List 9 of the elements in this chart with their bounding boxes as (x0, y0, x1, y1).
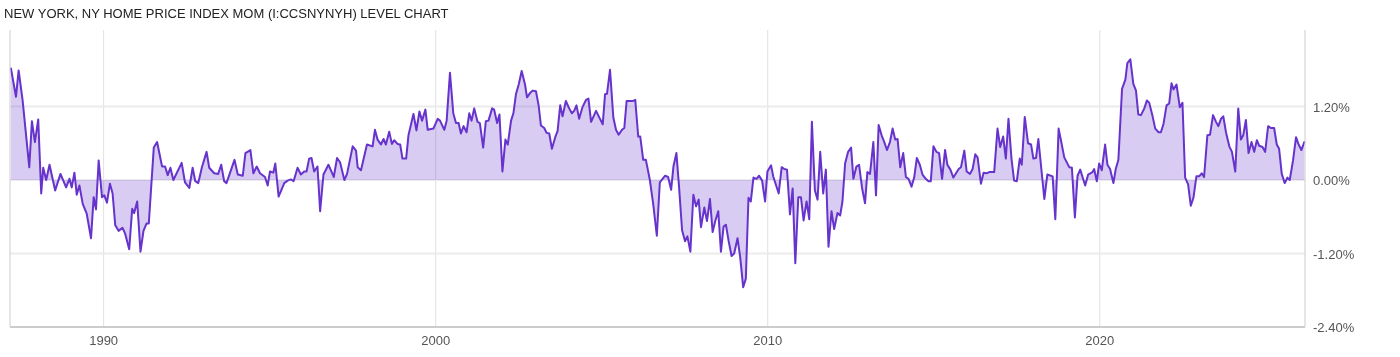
y-tick-label: -2.40% (1313, 320, 1355, 335)
y-tick-label: 0.00% (1313, 173, 1351, 189)
y-tick-label: -1.20% (1313, 246, 1355, 262)
x-tick-label: 2010 (753, 333, 783, 348)
y-tick-label: 1.20% (1313, 99, 1351, 115)
x-tick-label: 1990 (89, 333, 119, 348)
x-tick-label: 2000 (421, 333, 451, 348)
x-tick-label: 2020 (1085, 333, 1115, 348)
chart-title: NEW YORK, NY HOME PRICE INDEX MOM (I:CCSNYNYH) LEVEL CHART (4, 6, 449, 21)
